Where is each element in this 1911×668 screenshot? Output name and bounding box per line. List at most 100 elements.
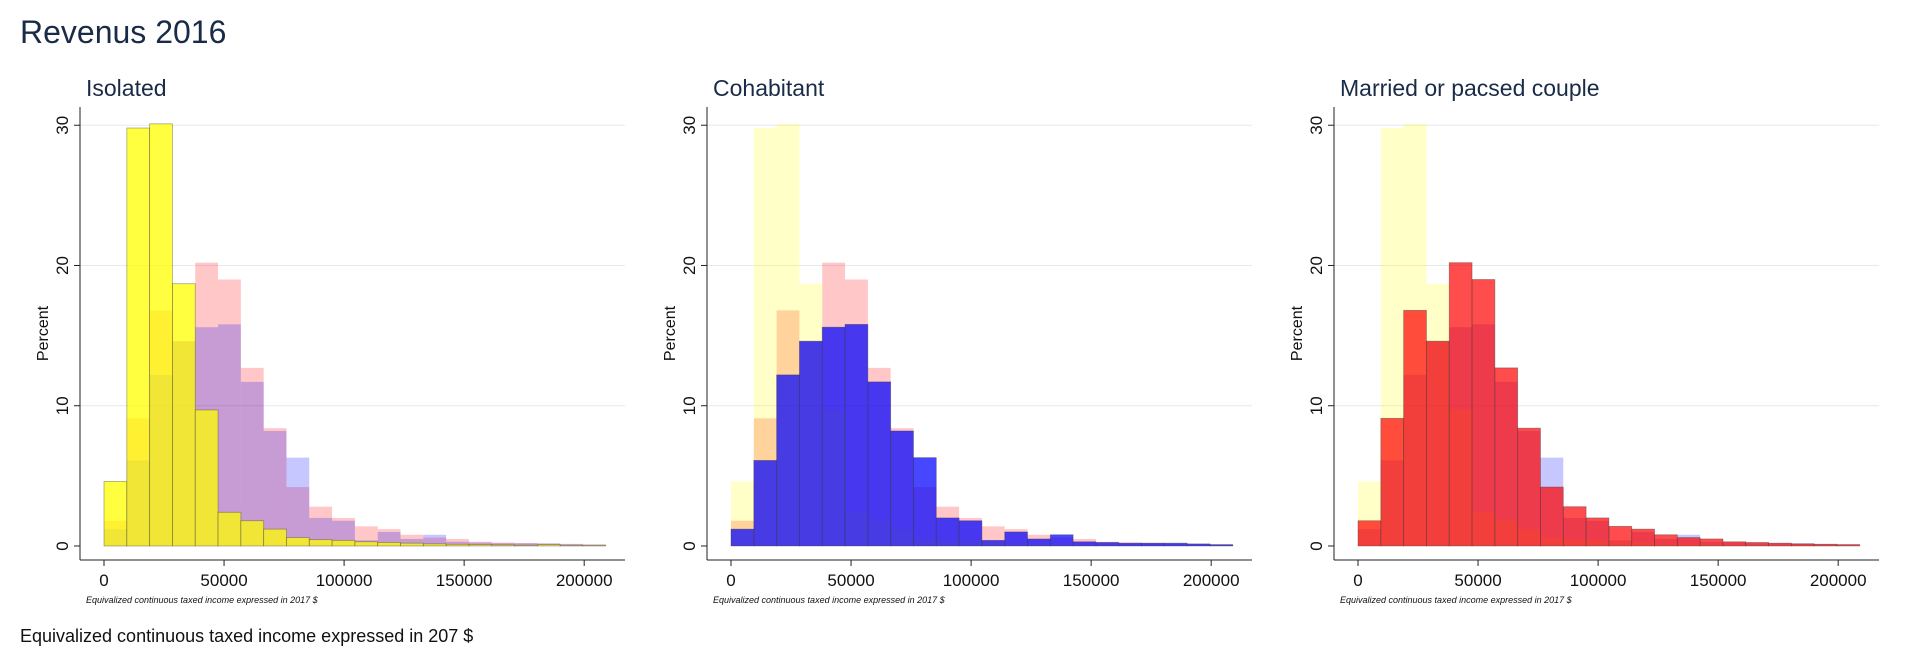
bar-married xyxy=(1699,538,1724,547)
y-tick-label: 10 xyxy=(53,396,72,415)
bar-married xyxy=(1585,517,1610,547)
bar-cohabitant xyxy=(981,539,1006,547)
bar-married xyxy=(1540,486,1564,547)
bar-isolated xyxy=(126,127,151,547)
x-tick-label: 100000 xyxy=(1570,571,1627,590)
y-tick-label: 30 xyxy=(1307,116,1326,135)
bar-married xyxy=(263,428,287,546)
bar-married xyxy=(423,537,447,546)
bar-married xyxy=(1403,309,1427,547)
bar-cohabitant xyxy=(332,520,355,546)
bar-married xyxy=(514,543,538,546)
bar-cohabitant xyxy=(1049,534,1074,547)
bar-cohabitant xyxy=(1072,541,1097,547)
y-tick-label: 20 xyxy=(680,256,699,275)
bar-isolated xyxy=(286,537,310,547)
y-tick-label: 30 xyxy=(53,116,72,135)
bar-married xyxy=(1790,543,1815,547)
bar-married xyxy=(1494,367,1519,547)
bar-isolated xyxy=(514,544,538,547)
x-tick-label: 150000 xyxy=(1063,571,1120,590)
bar-cohabitant xyxy=(1004,531,1028,547)
bar-isolated xyxy=(753,128,777,546)
bar-cohabitant xyxy=(514,543,538,546)
y-axis-label: Percent xyxy=(662,305,679,361)
x-tick-label: 0 xyxy=(99,571,108,590)
bar-isolated xyxy=(240,520,265,547)
bar-married xyxy=(446,538,469,546)
bar-married xyxy=(1745,542,1769,547)
bar-married xyxy=(1631,528,1655,547)
y-axis-label: Percent xyxy=(35,305,52,361)
bar-married xyxy=(1654,534,1678,547)
x-tick-label: 100000 xyxy=(943,571,1000,590)
bar-isolated xyxy=(582,544,607,547)
bar-cohabitant xyxy=(218,324,241,546)
bar-isolated xyxy=(400,542,424,547)
x-tick-label: 50000 xyxy=(200,571,247,590)
bar-married xyxy=(309,506,333,546)
bar-married xyxy=(286,487,310,546)
bar-married xyxy=(218,279,241,546)
x-axis-label: Equivalized continuous taxed income expr… xyxy=(1340,595,1573,605)
bar-cohabitant xyxy=(890,430,914,547)
x-axis-label: Equivalized continuous taxed income expr… xyxy=(713,595,946,605)
bar-cohabitant xyxy=(491,543,515,546)
bar-married xyxy=(1813,543,1838,547)
bar-married xyxy=(1448,262,1473,547)
y-axis-label: Percent xyxy=(1289,305,1306,361)
bar-isolated xyxy=(308,539,333,547)
bar-cohabitant xyxy=(1186,543,1211,547)
bar-isolated xyxy=(172,283,196,547)
page-title: Revenus 2016 xyxy=(20,14,227,50)
bar-married xyxy=(332,517,355,546)
bar-cohabitant xyxy=(1163,542,1188,547)
bar-cohabitant xyxy=(867,381,892,547)
bar-cohabitant xyxy=(799,340,823,547)
bar-cohabitant xyxy=(1209,544,1234,547)
bar-isolated xyxy=(468,544,493,547)
bar-cohabitant xyxy=(1027,538,1051,547)
bar-cohabitant xyxy=(377,531,401,546)
bar-married xyxy=(1357,520,1382,547)
bar-cohabitant xyxy=(1095,542,1120,547)
chart-panel-isolated: Isolated 0 10 20 30 0 50000 100000 150000 200000 P… xyxy=(35,75,625,605)
x-tick-label: 150000 xyxy=(1690,571,1747,590)
bar-isolated xyxy=(377,542,401,547)
bar-married xyxy=(1608,525,1633,547)
bar-married xyxy=(1426,340,1450,547)
y-tick-label: 20 xyxy=(1307,256,1326,275)
bar-married xyxy=(468,541,492,546)
x-tick-label: 100000 xyxy=(316,571,373,590)
x-tick-label: 0 xyxy=(726,571,735,590)
bar-cohabitant xyxy=(753,460,778,547)
x-tick-label: 50000 xyxy=(827,571,874,590)
bar-isolated xyxy=(491,544,515,547)
bar-married xyxy=(377,529,401,546)
y-tick-label: 0 xyxy=(53,541,72,550)
bar-married xyxy=(1562,506,1587,547)
y-tick-label: 0 xyxy=(680,541,699,550)
bar-cohabitant xyxy=(468,542,492,546)
x-tick-label: 200000 xyxy=(1183,571,1240,590)
bar-married xyxy=(491,542,515,546)
x-tick-label: 50000 xyxy=(1454,571,1501,590)
bar-isolated xyxy=(354,541,379,547)
y-tick-label: 20 xyxy=(53,256,72,275)
panel-title: Isolated xyxy=(86,75,167,101)
panel-title: Cohabitant xyxy=(713,75,825,101)
bar-married xyxy=(1380,417,1405,547)
bar-married xyxy=(1517,427,1541,547)
footer-note: Equivalized continuous taxed income expr… xyxy=(20,626,474,646)
bar-cohabitant xyxy=(730,528,755,547)
x-tick-label: 0 xyxy=(1353,571,1362,590)
bar-isolated xyxy=(263,528,287,547)
bar-cohabitant xyxy=(1141,542,1165,547)
x-tick-label: 200000 xyxy=(1810,571,1867,590)
bar-married xyxy=(400,534,424,546)
bar-isolated xyxy=(194,409,219,547)
panel-title: Married or pacsed couple xyxy=(1340,75,1600,101)
bar-isolated xyxy=(217,511,242,547)
y-tick-label: 0 xyxy=(1307,541,1326,550)
chart-panel-married: Married or pacsed couple 0 10 20 30 0 50000 100… xyxy=(1289,75,1879,605)
